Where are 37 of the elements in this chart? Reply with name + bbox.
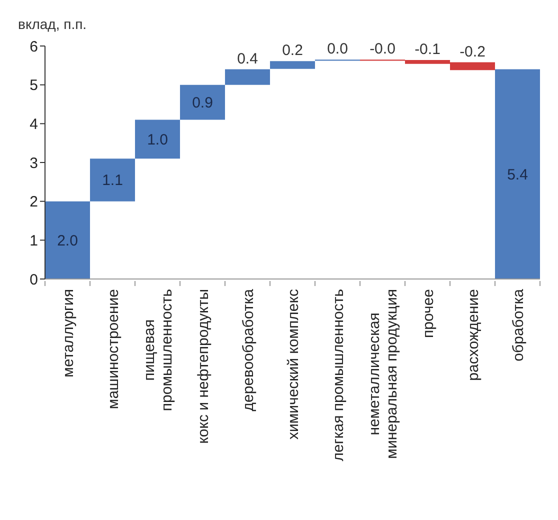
- bar: [270, 61, 315, 69]
- x-tick-label: неметаллическая минеральная продукция: [366, 289, 400, 459]
- x-tick-label: прочее: [420, 288, 437, 338]
- x-tick-label: металлургия: [60, 288, 77, 378]
- data-label: 0.9: [192, 94, 213, 112]
- y-tick-label: 4: [30, 116, 38, 133]
- data-label: 1.0: [147, 131, 168, 148]
- y-axis-title: вклад, п.п.: [18, 16, 87, 32]
- y-tick-label: 2: [30, 194, 38, 211]
- data-label: 2.0: [57, 232, 78, 250]
- x-tick-label: деревообработка: [240, 288, 257, 412]
- x-tick-label: легкая промышленность: [330, 288, 347, 462]
- x-tick-label: кокс и нефтепродукты: [194, 289, 212, 444]
- x-tick-label: обработка: [510, 288, 527, 362]
- bar: [135, 120, 180, 159]
- bar: [180, 84, 225, 120]
- data-label: 0.2: [282, 42, 303, 60]
- y-tick-label: 6: [30, 38, 38, 56]
- data-label: -0.2: [460, 43, 486, 60]
- y-tick-label: 1: [30, 232, 38, 250]
- bar: [495, 69, 540, 279]
- x-tick-label: пищевая промышленность: [141, 288, 176, 412]
- data-label: 5.4: [507, 166, 528, 184]
- y-tick-label: 5: [30, 77, 38, 94]
- x-tick-label: машиностроение: [104, 288, 122, 410]
- data-label: 0.0: [327, 40, 348, 58]
- data-label: 1.1: [102, 172, 123, 190]
- bar: [225, 69, 270, 85]
- y-tick-label: 3: [30, 154, 38, 172]
- bar: [45, 201, 90, 279]
- x-tick-label: расхождение: [464, 289, 482, 381]
- y-tick-label: 0: [30, 271, 38, 288]
- data-label: -0.1: [414, 40, 440, 58]
- data-label: 0.4: [237, 50, 258, 68]
- bar: [90, 158, 135, 202]
- x-tick-label: химический комплекс: [284, 288, 302, 440]
- data-label: -0.0: [370, 40, 396, 58]
